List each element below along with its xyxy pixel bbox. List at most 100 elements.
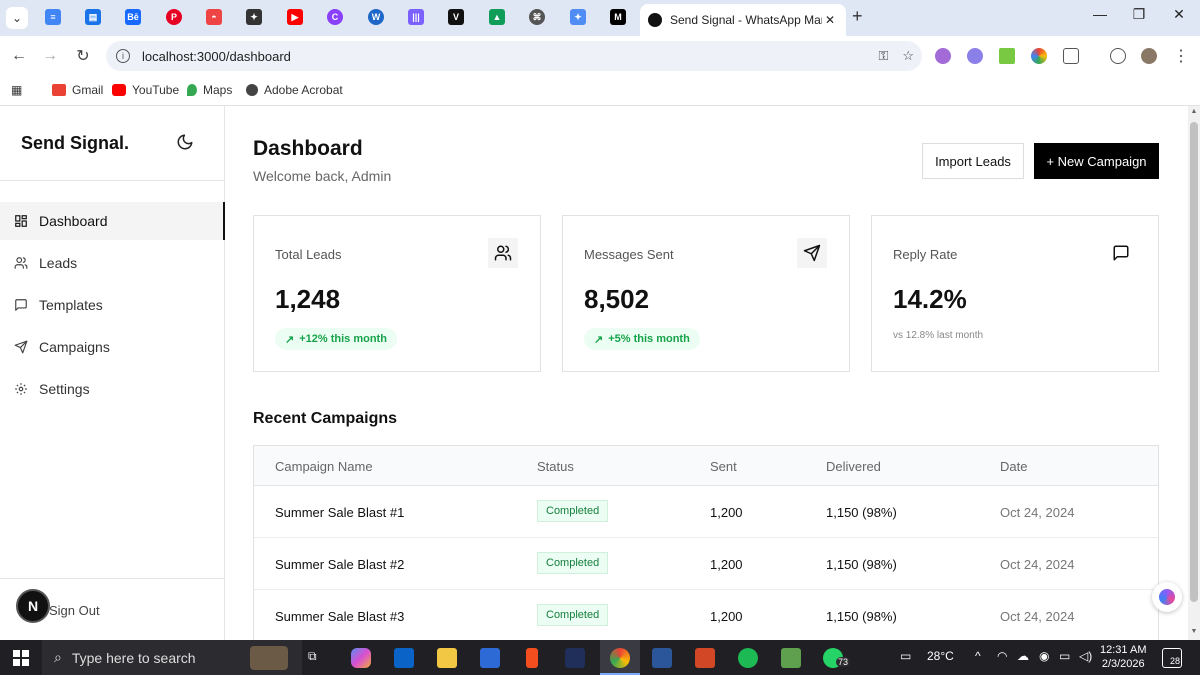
word-icon[interactable]	[652, 648, 672, 668]
sidebar-item-leads[interactable]: Leads	[0, 244, 225, 282]
extension-chart-icon[interactable]	[999, 48, 1015, 64]
password-key-icon[interactable]: ⚿	[878, 48, 889, 63]
moon-icon[interactable]	[176, 133, 196, 153]
address-bar[interactable]: i localhost:3000/dashboard ⚿ ☆	[106, 41, 922, 71]
pinned-tab-youtube-icon[interactable]: ▶	[287, 9, 303, 25]
reload-icon[interactable]: ↻	[76, 48, 90, 65]
bookmark-maps[interactable]: Maps	[187, 83, 232, 97]
tab-close-icon[interactable]: ✕	[824, 13, 836, 27]
column-header[interactable]: Sent	[710, 459, 737, 474]
app-a-icon[interactable]	[565, 648, 585, 668]
bookmark-youtube[interactable]: YouTube	[112, 83, 179, 97]
task-view-icon[interactable]: ⧉	[308, 649, 317, 663]
scroll-thumb[interactable]	[1190, 122, 1198, 602]
scroll-down-arrow-icon[interactable]: ▼	[1190, 628, 1198, 635]
copilot-icon[interactable]	[351, 648, 371, 668]
os-taskbar: ⌕ Type here to search ⧉ 73 ▭ 28°C ^ ◠ ☁ …	[0, 640, 1200, 675]
camera-icon[interactable]: ◉	[1039, 649, 1050, 663]
bookmark-gmail[interactable]: Gmail	[52, 83, 103, 97]
sidebar-item-settings[interactable]: Settings	[0, 370, 225, 408]
pinned-tab-forms-icon[interactable]: ▤	[85, 9, 101, 25]
apps-grid-icon[interactable]: ▦	[11, 83, 23, 97]
pinned-tab-behance-icon[interactable]: Bē	[125, 9, 141, 25]
pinned-tab-audio-icon[interactable]: |||	[408, 9, 424, 25]
browser-tab-strip: ⌄ ≡ ▤ Bē P ◓ ✦ ▶ C W ||| V ▲ ⌘ ✦ M Send …	[0, 0, 1200, 36]
floating-assistant-icon[interactable]	[1152, 582, 1182, 612]
cloud-icon[interactable]: ☁	[1017, 649, 1029, 663]
extension-cloud-icon[interactable]	[967, 48, 983, 64]
site-info-icon[interactable]: i	[116, 49, 130, 63]
sidebar-item-label: Templates	[39, 297, 103, 313]
nodejs-icon[interactable]	[781, 648, 801, 668]
volume-icon[interactable]: ◁)	[1079, 649, 1093, 663]
pinned-tab-docs-icon[interactable]: ≡	[45, 9, 61, 25]
column-header[interactable]: Delivered	[826, 459, 881, 474]
pinned-tab-medium-icon[interactable]: M	[610, 9, 626, 25]
scroll-up-arrow-icon[interactable]: ▲	[1190, 108, 1198, 115]
campaigns-table: Campaign Name Status Sent Delivered Date…	[253, 445, 1159, 640]
pinned-tab-app-icon[interactable]: ◓	[206, 9, 222, 25]
weather-temperature[interactable]: 28°C	[927, 649, 954, 663]
back-arrow-icon[interactable]: ←	[11, 47, 27, 64]
table-row[interactable]: Summer Sale Blast #2 Completed 1,200 1,1…	[254, 538, 1158, 590]
extension-brain-icon[interactable]	[935, 48, 951, 64]
pinned-tab-chatgpt-icon[interactable]: ⌘	[529, 9, 545, 25]
pinned-tab-gemini-icon[interactable]: ✦	[570, 9, 586, 25]
new-campaign-button[interactable]: + New Campaign	[1034, 143, 1159, 179]
tab-search-chevron-icon[interactable]: ⌄	[6, 7, 28, 29]
profile-avatar[interactable]	[1141, 48, 1157, 64]
avatar[interactable]: N	[16, 589, 50, 623]
forward-arrow-icon[interactable]: →	[42, 47, 58, 64]
table-row[interactable]: Summer Sale Blast #3 Completed 1,200 1,1…	[254, 590, 1158, 640]
chrome-icon[interactable]	[610, 648, 630, 668]
sidebar-item-templates[interactable]: Templates	[0, 286, 225, 324]
sidebar: Send Signal. Dashboard Leads Templates	[0, 106, 225, 640]
restore-button[interactable]: ❐	[1132, 6, 1146, 22]
pinned-tab-canva-icon[interactable]: C	[327, 9, 343, 25]
table-row[interactable]: Summer Sale Blast #1 Completed 1,200 1,1…	[254, 486, 1158, 538]
pinned-tab-pinterest-icon[interactable]: P	[166, 9, 182, 25]
bookmark-acrobat[interactable]: Adobe Acrobat	[246, 83, 343, 97]
pinned-tab-drive-icon[interactable]: ▲	[489, 9, 505, 25]
battery-icon[interactable]: ▭	[1059, 649, 1071, 663]
campaign-name[interactable]: Summer Sale Blast #2	[275, 557, 405, 572]
weather-icon[interactable]: ▭	[900, 649, 912, 663]
file-explorer-icon[interactable]	[437, 648, 457, 668]
show-hidden-icons-chevron-icon[interactable]: ^	[975, 649, 981, 663]
windows-start-icon[interactable]	[13, 650, 29, 666]
new-tab-button[interactable]: +	[852, 6, 863, 26]
sign-out-button[interactable]: Sign Out	[49, 603, 100, 618]
extensions-puzzle-icon[interactable]	[1063, 48, 1079, 64]
browser-menu-icon[interactable]: ⋮	[1173, 48, 1189, 65]
column-header[interactable]: Campaign Name	[275, 459, 373, 474]
column-header[interactable]: Date	[1000, 459, 1028, 474]
performance-icon[interactable]	[1110, 48, 1126, 64]
minimize-button[interactable]: —	[1093, 6, 1107, 22]
users-icon	[488, 238, 518, 268]
store-icon[interactable]	[480, 648, 500, 668]
sidebar-item-dashboard[interactable]: Dashboard	[0, 202, 225, 240]
column-header[interactable]: Status	[537, 459, 574, 474]
campaign-name[interactable]: Summer Sale Blast #3	[275, 609, 405, 624]
sidebar-item-campaigns[interactable]: Campaigns	[0, 328, 225, 366]
bookmark-star-icon[interactable]: ☆	[902, 48, 914, 63]
taskbar-search-input[interactable]: ⌕ Type here to search	[42, 640, 302, 675]
campaign-name[interactable]: Summer Sale Blast #1	[275, 505, 405, 520]
pinned-tab-wordpress-icon[interactable]: W	[368, 9, 384, 25]
powerpoint-icon[interactable]	[695, 648, 715, 668]
import-leads-button[interactable]: Import Leads	[922, 143, 1024, 179]
active-tab[interactable]: Send Signal - WhatsApp Marke ✕	[640, 4, 846, 36]
notification-center-icon[interactable]: 28	[1162, 648, 1182, 668]
pinned-tab-spark-icon[interactable]: ✦	[246, 9, 262, 25]
figma-icon[interactable]	[526, 648, 538, 668]
outlook-icon[interactable]	[394, 648, 414, 668]
system-clock[interactable]: 12:31 AM 2/3/2026	[1100, 643, 1146, 671]
extension-color-icon[interactable]	[1031, 48, 1047, 64]
network-icon[interactable]: ◠	[997, 649, 1008, 663]
pinned-tab-v-icon[interactable]: V	[448, 9, 464, 25]
page-scrollbar[interactable]: ▲ ▼	[1188, 106, 1200, 640]
send-icon	[14, 340, 28, 354]
grid-icon	[14, 214, 28, 228]
spotify-icon[interactable]	[738, 648, 758, 668]
close-window-button[interactable]: ✕	[1173, 6, 1185, 22]
